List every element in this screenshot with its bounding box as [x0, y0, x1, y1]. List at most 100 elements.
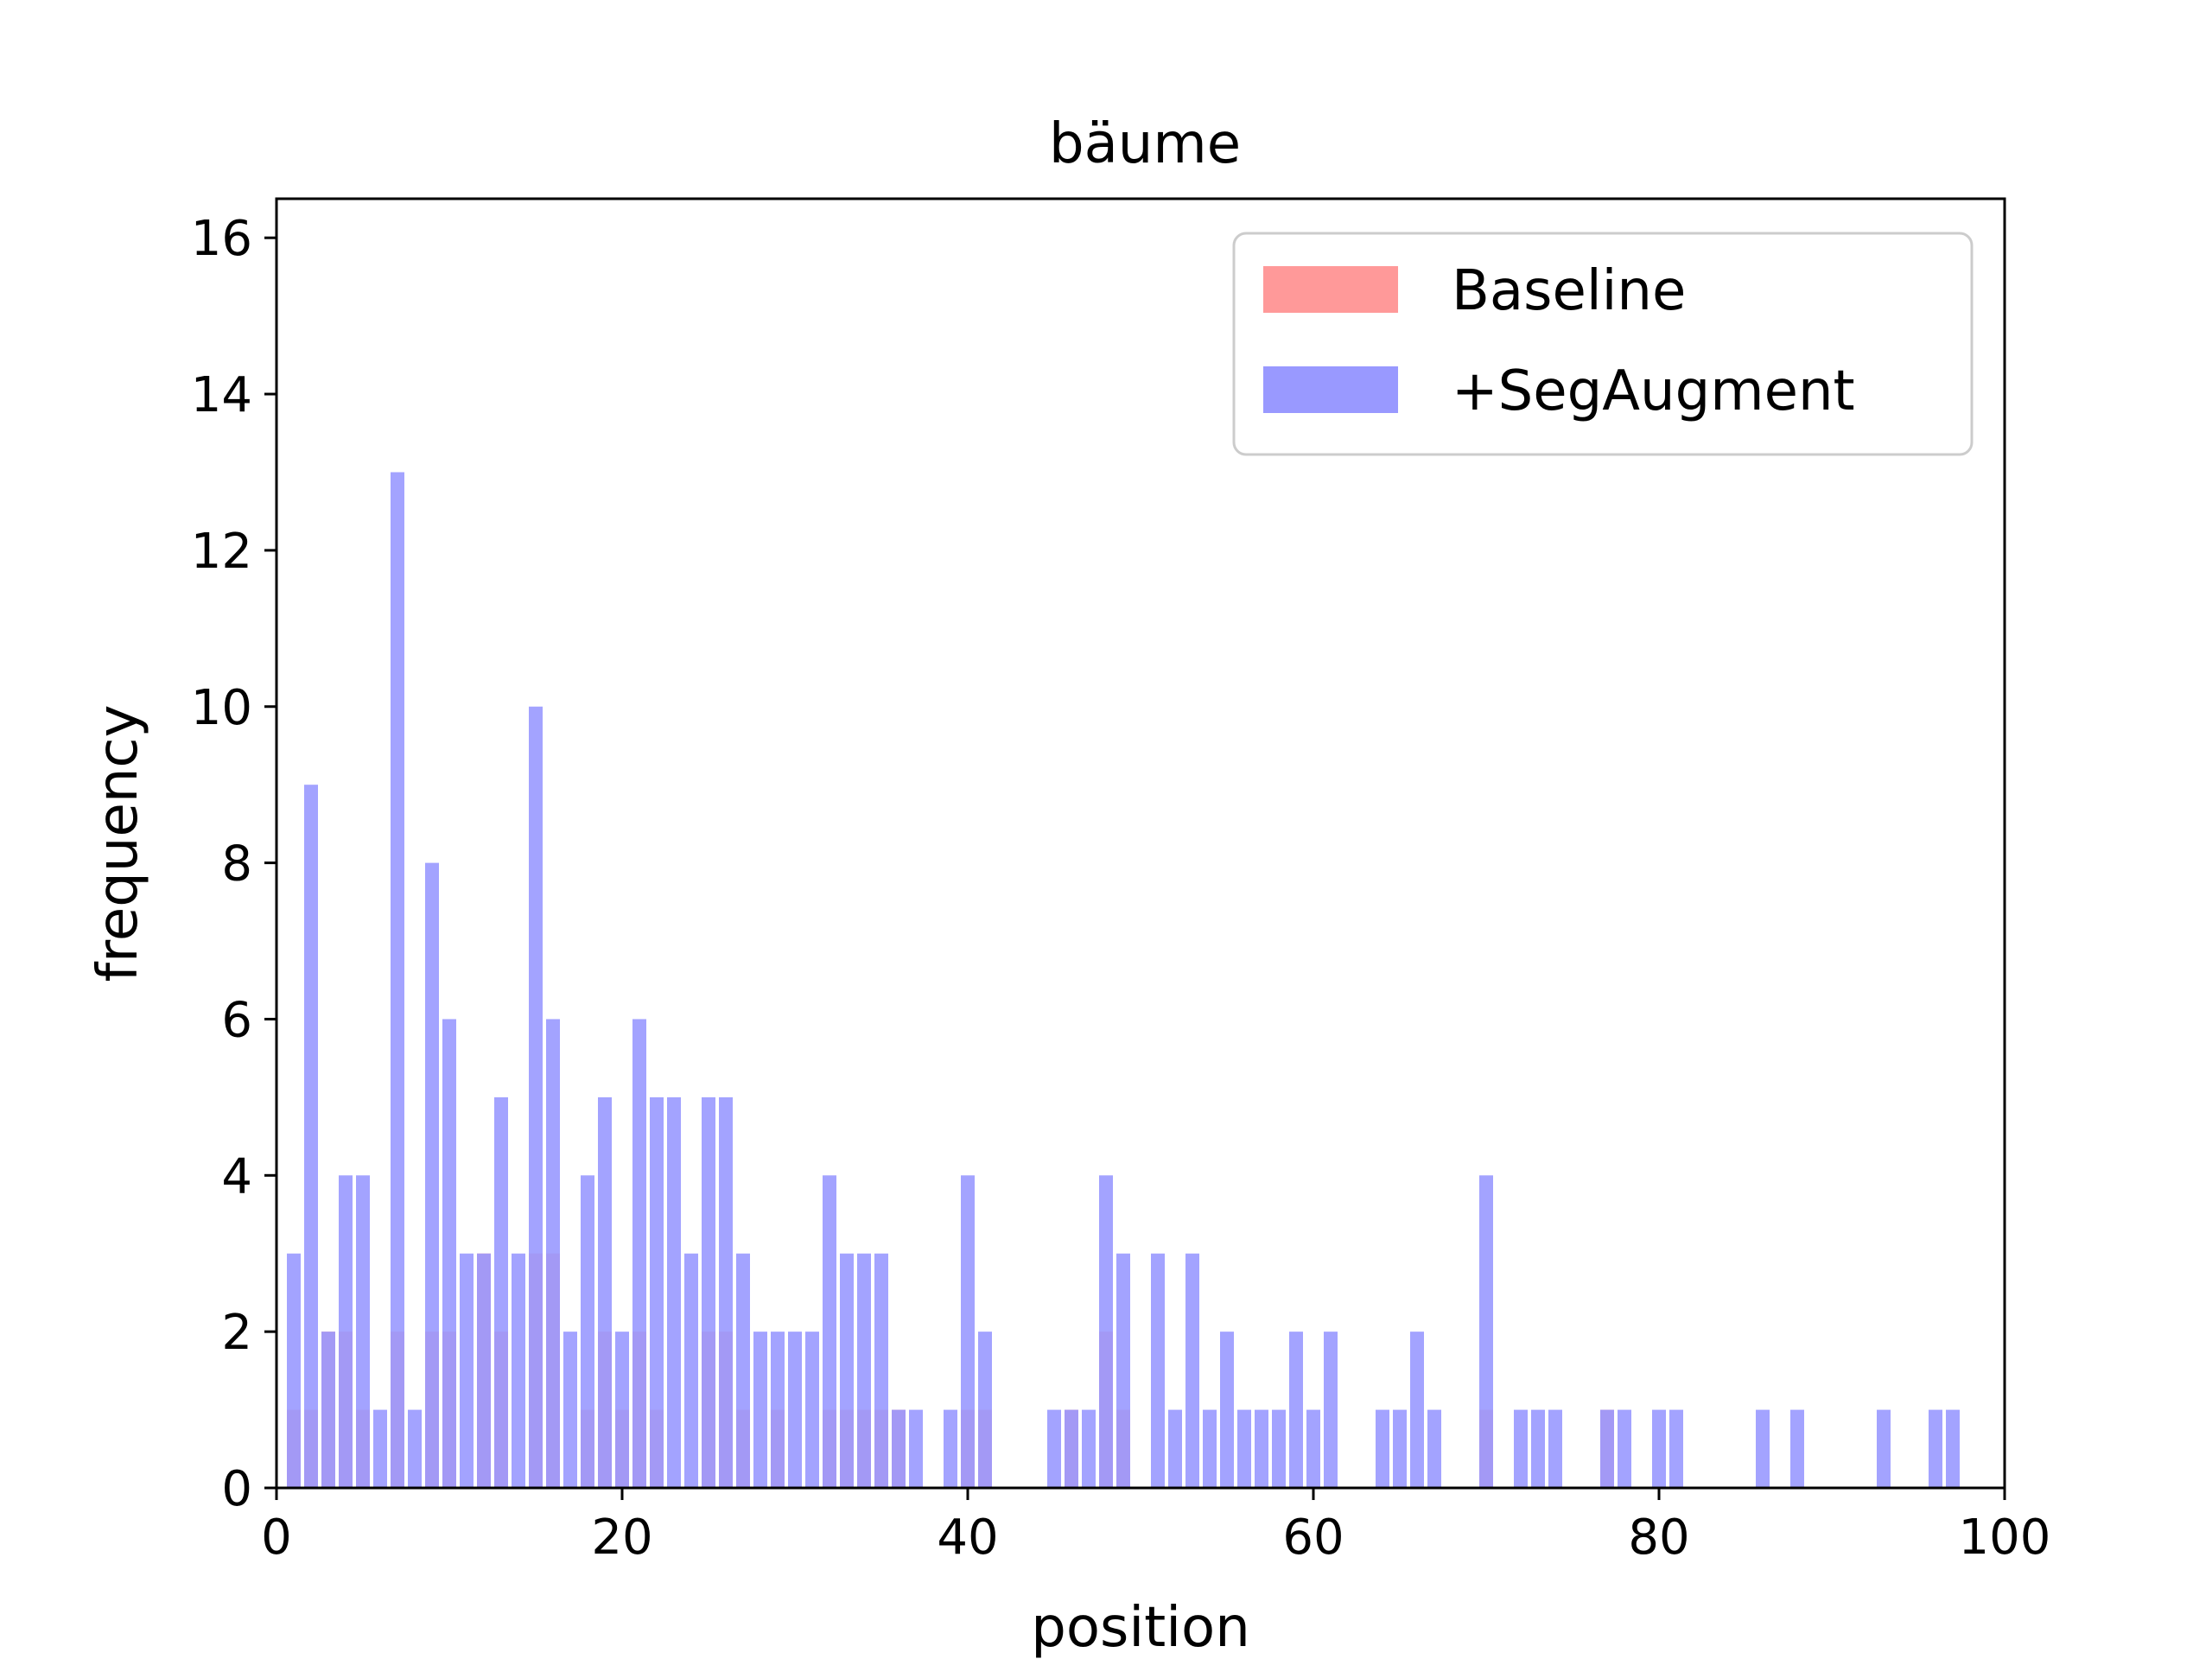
- segaugment-bar-67: [1427, 1409, 1441, 1488]
- segaugment-bar-64: [1376, 1409, 1389, 1488]
- segaugment-bar-33: [840, 1253, 854, 1488]
- y-tick-label: 0: [221, 1461, 252, 1517]
- x-tick-label: 0: [261, 1510, 292, 1566]
- x-tick-label: 100: [1959, 1510, 2051, 1566]
- segaugment-bar-20: [615, 1332, 629, 1488]
- segaugment-bar-46: [1065, 1409, 1078, 1488]
- segaugment-bar-93: [1877, 1409, 1891, 1488]
- segaugment-bar-2: [304, 785, 318, 1488]
- segaugment-bar-39: [944, 1409, 957, 1488]
- y-tick-label: 10: [191, 680, 252, 736]
- segaugment-bar-34: [857, 1253, 871, 1488]
- segaugment-bar-25: [702, 1096, 715, 1488]
- segaugment-bar-11: [460, 1253, 474, 1488]
- segaugment-bar-57: [1255, 1409, 1268, 1488]
- segaugment-bar-3: [321, 1332, 335, 1488]
- segaugment-bar-8: [408, 1409, 422, 1488]
- x-axis-label: position: [1031, 1596, 1250, 1659]
- segaugment-bar-48: [1099, 1175, 1113, 1488]
- segaugment-bar-55: [1220, 1332, 1234, 1488]
- legend-label-baseline: Baseline: [1452, 259, 1686, 323]
- segaugment-bar-96: [1929, 1409, 1942, 1488]
- y-tick-label: 2: [221, 1305, 252, 1361]
- segaugment-bar-80: [1652, 1409, 1666, 1488]
- x-tick-label: 80: [1628, 1510, 1689, 1566]
- segaugment-bar-30: [788, 1332, 802, 1488]
- segaugment-bar-41: [978, 1332, 992, 1488]
- segaugment-bar-32: [823, 1175, 836, 1488]
- segaugment-bar-24: [684, 1253, 698, 1488]
- segaugment-bar-22: [650, 1096, 664, 1488]
- y-tick-label: 8: [221, 836, 252, 893]
- legend-label-segaugment: +SegAugment: [1452, 359, 1855, 423]
- segaugment-bar-9: [425, 862, 439, 1488]
- segaugment-bar-4: [339, 1175, 353, 1488]
- segaugment-bar-23: [667, 1096, 681, 1488]
- segaugment-bar-40: [961, 1175, 975, 1488]
- segaugment-bar-26: [719, 1096, 733, 1488]
- segaugment-bar-97: [1946, 1409, 1960, 1488]
- chart-title: bäume: [1049, 112, 1241, 176]
- segaugment-bar-6: [373, 1409, 387, 1488]
- segaugment-bar-17: [563, 1332, 577, 1488]
- segaugment-bar-77: [1600, 1409, 1614, 1488]
- segaugment-bar-10: [442, 1019, 456, 1488]
- x-tick-label: 20: [591, 1510, 652, 1566]
- segaugment-bar-31: [805, 1332, 819, 1488]
- segaugment-bar-13: [494, 1096, 508, 1488]
- segaugment-bar-59: [1289, 1332, 1303, 1488]
- segaugment-bar-21: [632, 1019, 646, 1488]
- segaugment-bar-52: [1168, 1409, 1182, 1488]
- legend-box: [1232, 232, 1974, 456]
- segaugment-bar-88: [1790, 1409, 1804, 1488]
- plot-frame: [275, 197, 2006, 1490]
- segaugment-bar-70: [1479, 1175, 1493, 1488]
- y-tick-label: 16: [191, 211, 252, 267]
- segaugment-bar-49: [1116, 1253, 1130, 1488]
- segaugment-bar-45: [1047, 1409, 1061, 1488]
- segaugment-bar-60: [1306, 1409, 1320, 1488]
- segaugment-bar-72: [1514, 1409, 1528, 1488]
- x-tick-label: 40: [937, 1510, 998, 1566]
- y-tick-label: 14: [191, 367, 252, 423]
- y-axis-ticks: 0 2 4 6 8 10 12 14 16: [191, 211, 276, 1517]
- segaugment-bar-15: [529, 706, 543, 1488]
- segaugment-bar-35: [874, 1253, 888, 1488]
- segaugment-bar-78: [1618, 1409, 1631, 1488]
- segaugment-bar-65: [1393, 1409, 1407, 1488]
- legend-swatch-baseline: [1263, 266, 1398, 313]
- segaugment-bar-7: [391, 472, 404, 1488]
- legend-swatch-segaugment: [1263, 366, 1398, 413]
- x-axis-ticks: 0 20 40 60 80 100: [261, 1488, 2050, 1566]
- segaugment-bar-73: [1531, 1409, 1545, 1488]
- segaugment-bar-53: [1185, 1253, 1199, 1488]
- segaugment-bar-1: [287, 1253, 301, 1488]
- y-tick-label: 12: [191, 524, 252, 580]
- segaugment-bar-19: [598, 1096, 612, 1488]
- segaugment-bar-28: [753, 1332, 767, 1488]
- segaugment-bar-37: [909, 1409, 923, 1488]
- segaugment-bar-81: [1669, 1409, 1683, 1488]
- segaugment-bar-5: [356, 1175, 370, 1488]
- y-tick-label: 6: [221, 992, 252, 1048]
- legend: Baseline +SegAugment: [1232, 232, 1974, 456]
- segaugment-bar-54: [1203, 1409, 1217, 1488]
- y-tick-label: 4: [221, 1148, 252, 1205]
- segaugment-bar-66: [1410, 1332, 1424, 1488]
- y-axis-label: frequency: [86, 705, 150, 982]
- segaugment-bar-56: [1237, 1409, 1251, 1488]
- segaugment-bar-27: [736, 1253, 750, 1488]
- segaugment-bar-47: [1082, 1409, 1096, 1488]
- segaugment-bar-51: [1151, 1253, 1165, 1488]
- segaugment-bar-14: [512, 1253, 525, 1488]
- x-tick-label: 60: [1282, 1510, 1344, 1566]
- segaugment-bar-36: [892, 1409, 906, 1488]
- segaugment-bars: [287, 472, 1960, 1488]
- segaugment-bar-86: [1756, 1409, 1770, 1488]
- segaugment-bar-61: [1324, 1332, 1338, 1488]
- segaugment-bar-18: [581, 1175, 594, 1488]
- segaugment-bar-16: [546, 1019, 560, 1488]
- segaugment-bar-58: [1272, 1409, 1286, 1488]
- segaugment-bar-29: [771, 1332, 785, 1488]
